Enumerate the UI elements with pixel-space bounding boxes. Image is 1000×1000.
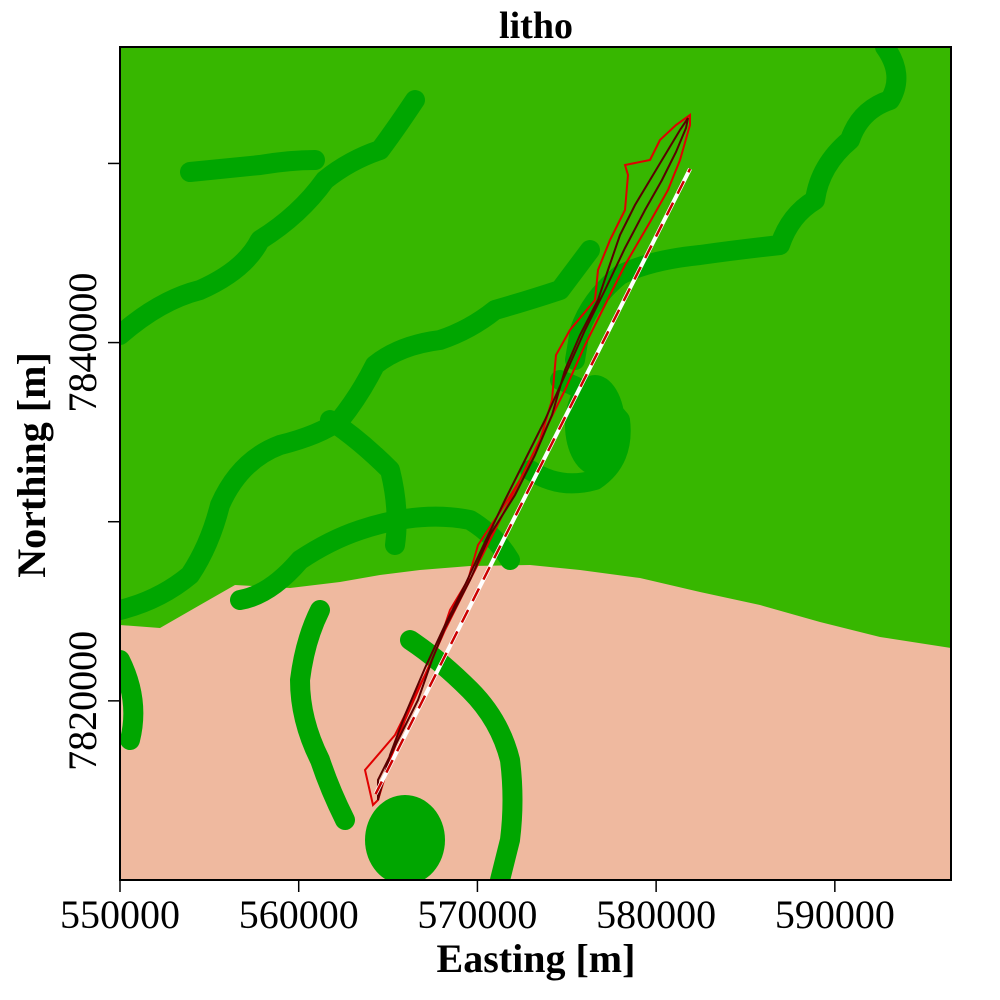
profile-line-dash [374,168,692,795]
x-axis: 550000 560000 570000 580000 590000 [60,880,895,937]
plot-frame [119,46,952,881]
x-axis-title: Easting [m] [437,936,636,981]
y-tick-label: 7820000 [60,631,105,771]
x-tick-label: 590000 [775,892,895,937]
x-tick-label: 570000 [417,892,537,937]
y-axis-title: Northing [m] [9,352,54,578]
y-tick-label: 7840000 [60,273,105,413]
lithology-map [120,47,951,880]
map-title: litho [499,5,573,47]
contour-inner [377,117,689,801]
x-tick-label: 580000 [596,892,716,937]
x-tick-label: 560000 [239,892,359,937]
y-axis: 7820000 7840000 [60,162,120,771]
x-tick-label: 550000 [60,892,180,937]
